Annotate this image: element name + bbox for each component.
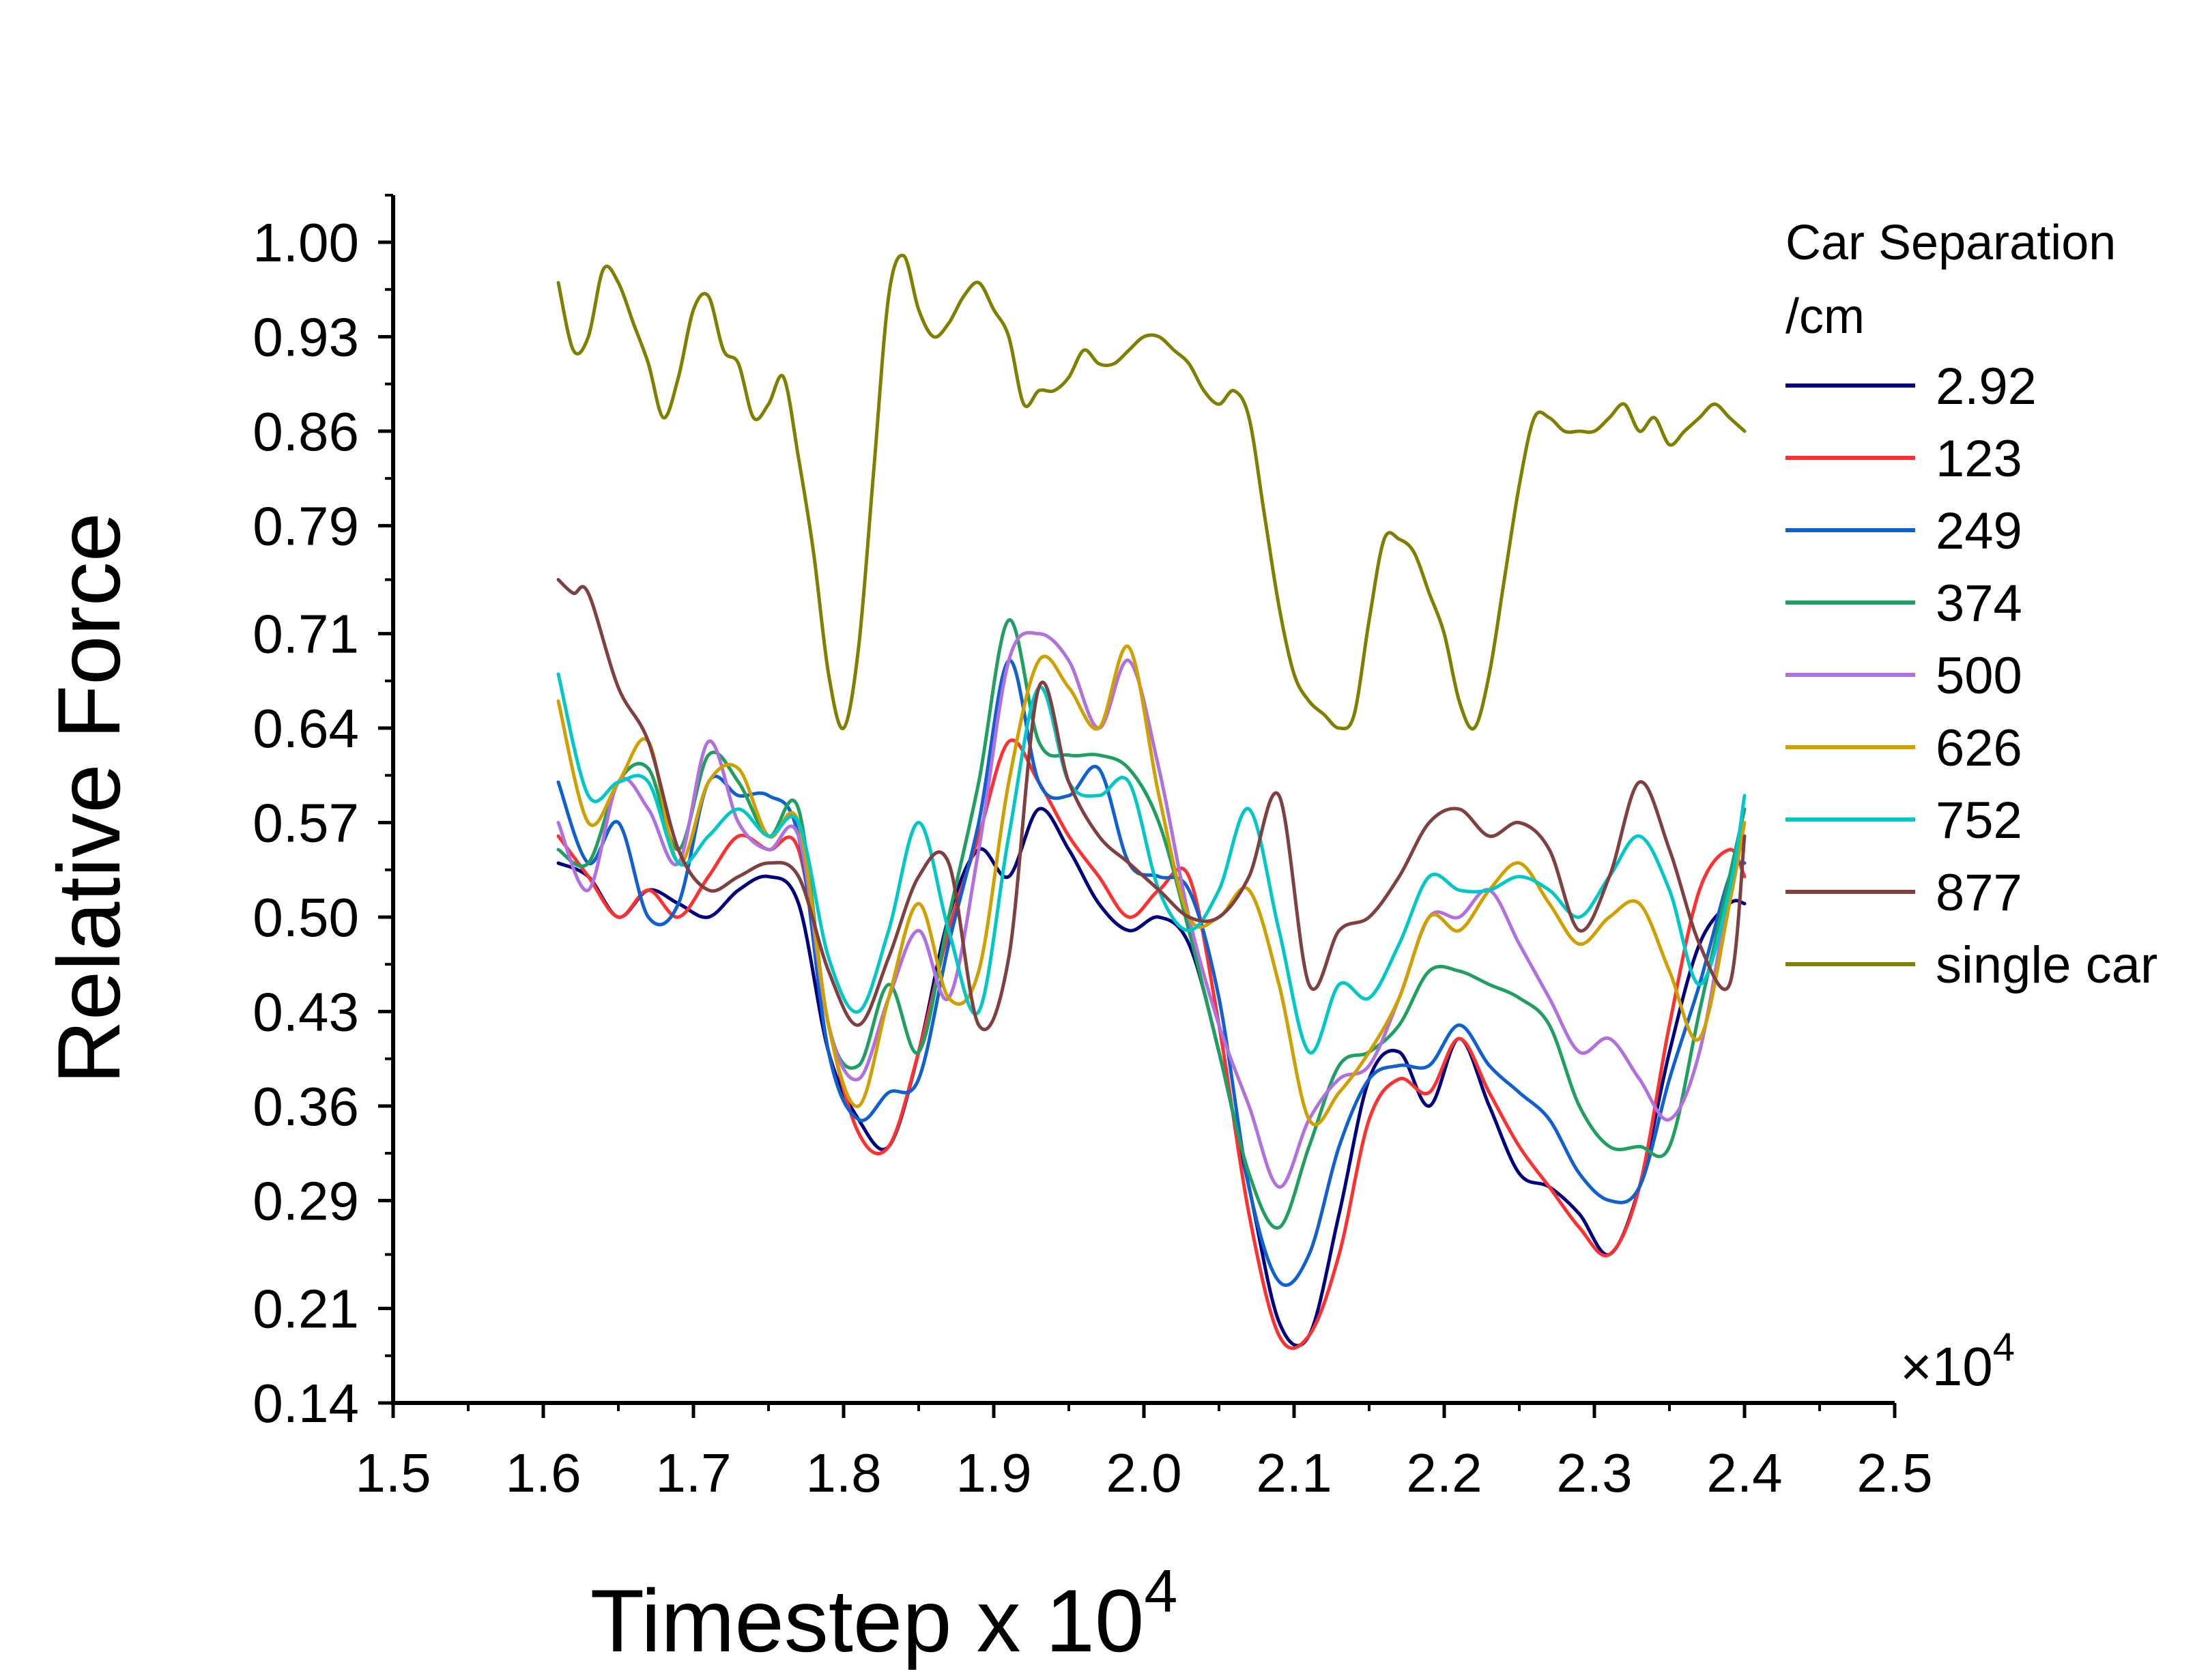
x-axis-title: Timestep x 104: [590, 1557, 1178, 1670]
x-tick-label: 1.8: [805, 1443, 881, 1503]
x-tick-label: 1.5: [355, 1443, 431, 1503]
x-tick-label: 2.2: [1406, 1443, 1482, 1503]
series-line-2-92: [556, 807, 1747, 1348]
y-tick-label: 0.29: [253, 1170, 359, 1231]
x-axis-multiplier-exponent: 4: [1993, 1325, 2015, 1370]
y-axis-ticks: 0.14 0.21 0.29 0.36 0.43 0.50 0.57 0.64 0.71 0.79…: [253, 194, 393, 1434]
legend-label: 626: [1936, 719, 2022, 777]
y-axis-title: Relative Force: [39, 512, 139, 1084]
legend-title-line1: Car Separation: [1785, 216, 2116, 270]
legend-label: 500: [1936, 647, 2022, 705]
x-tick-label: 2.3: [1556, 1443, 1632, 1503]
legend-label: 123: [1936, 430, 2022, 488]
legend-title-line2: /cm: [1785, 289, 1865, 344]
legend-label: 877: [1936, 864, 2022, 922]
legend-label: 249: [1936, 502, 2022, 560]
y-tick-label: 0.14: [253, 1373, 359, 1434]
legend-label: 2.92: [1936, 358, 2037, 416]
x-tick-label: 2.0: [1106, 1443, 1181, 1503]
y-tick-label: 0.93: [253, 306, 359, 367]
series-line-123: [556, 738, 1747, 1350]
y-tick-label: 0.79: [253, 495, 359, 556]
x-axis-ticks: 1.5 1.6 1.7 1.8 1.9 2.0 2.1 2.2 2.3 2.4 2.5: [355, 1403, 1933, 1503]
x-tick-label: 2.1: [1256, 1443, 1332, 1503]
x-axis-multiplier: ×104: [1900, 1325, 2015, 1397]
x-tick-label: 1.6: [505, 1443, 581, 1503]
x-tick-label: 1.7: [655, 1443, 731, 1503]
legend-label: single car: [1936, 936, 2157, 994]
legend-label: 752: [1936, 792, 2022, 850]
y-tick-label: 0.86: [253, 401, 359, 462]
y-tick-label: 0.64: [253, 698, 359, 759]
y-tick-label: 0.21: [253, 1279, 359, 1339]
y-tick-label: 0.50: [253, 887, 359, 948]
axes: [391, 195, 1895, 1405]
y-tick-label: 0.71: [253, 604, 359, 665]
y-tick-label: 0.43: [253, 981, 359, 1042]
y-tick-label: 1.00: [253, 212, 359, 273]
series-line-374: [556, 618, 1747, 1230]
x-axis-multiplier-base: ×10: [1900, 1336, 1993, 1397]
y-tick-label: 0.57: [253, 793, 359, 854]
legend-label: 374: [1936, 575, 2022, 633]
series-line-752: [556, 672, 1747, 1055]
y-tick-label: 0.36: [253, 1076, 359, 1137]
x-axis-title-text: Timestep x 10: [590, 1571, 1145, 1670]
series-line-626: [556, 644, 1747, 1127]
series-line-500: [556, 631, 1747, 1189]
x-tick-label: 2.4: [1706, 1443, 1782, 1503]
plot-area: [556, 253, 1747, 1350]
legend: Car Separation /cm 2.92 123 249 374 500 626 75…: [1785, 216, 2157, 994]
x-axis-title-exponent: 4: [1144, 1557, 1177, 1625]
legend-items: 2.92 123 249 374 500 626 752 877 single car: [1785, 358, 2157, 994]
x-tick-label: 2.5: [1856, 1443, 1932, 1503]
series-line-249: [556, 658, 1747, 1287]
series-line-single-car: [556, 253, 1747, 731]
x-tick-label: 1.9: [956, 1443, 1031, 1503]
series-line-877: [556, 578, 1747, 1031]
